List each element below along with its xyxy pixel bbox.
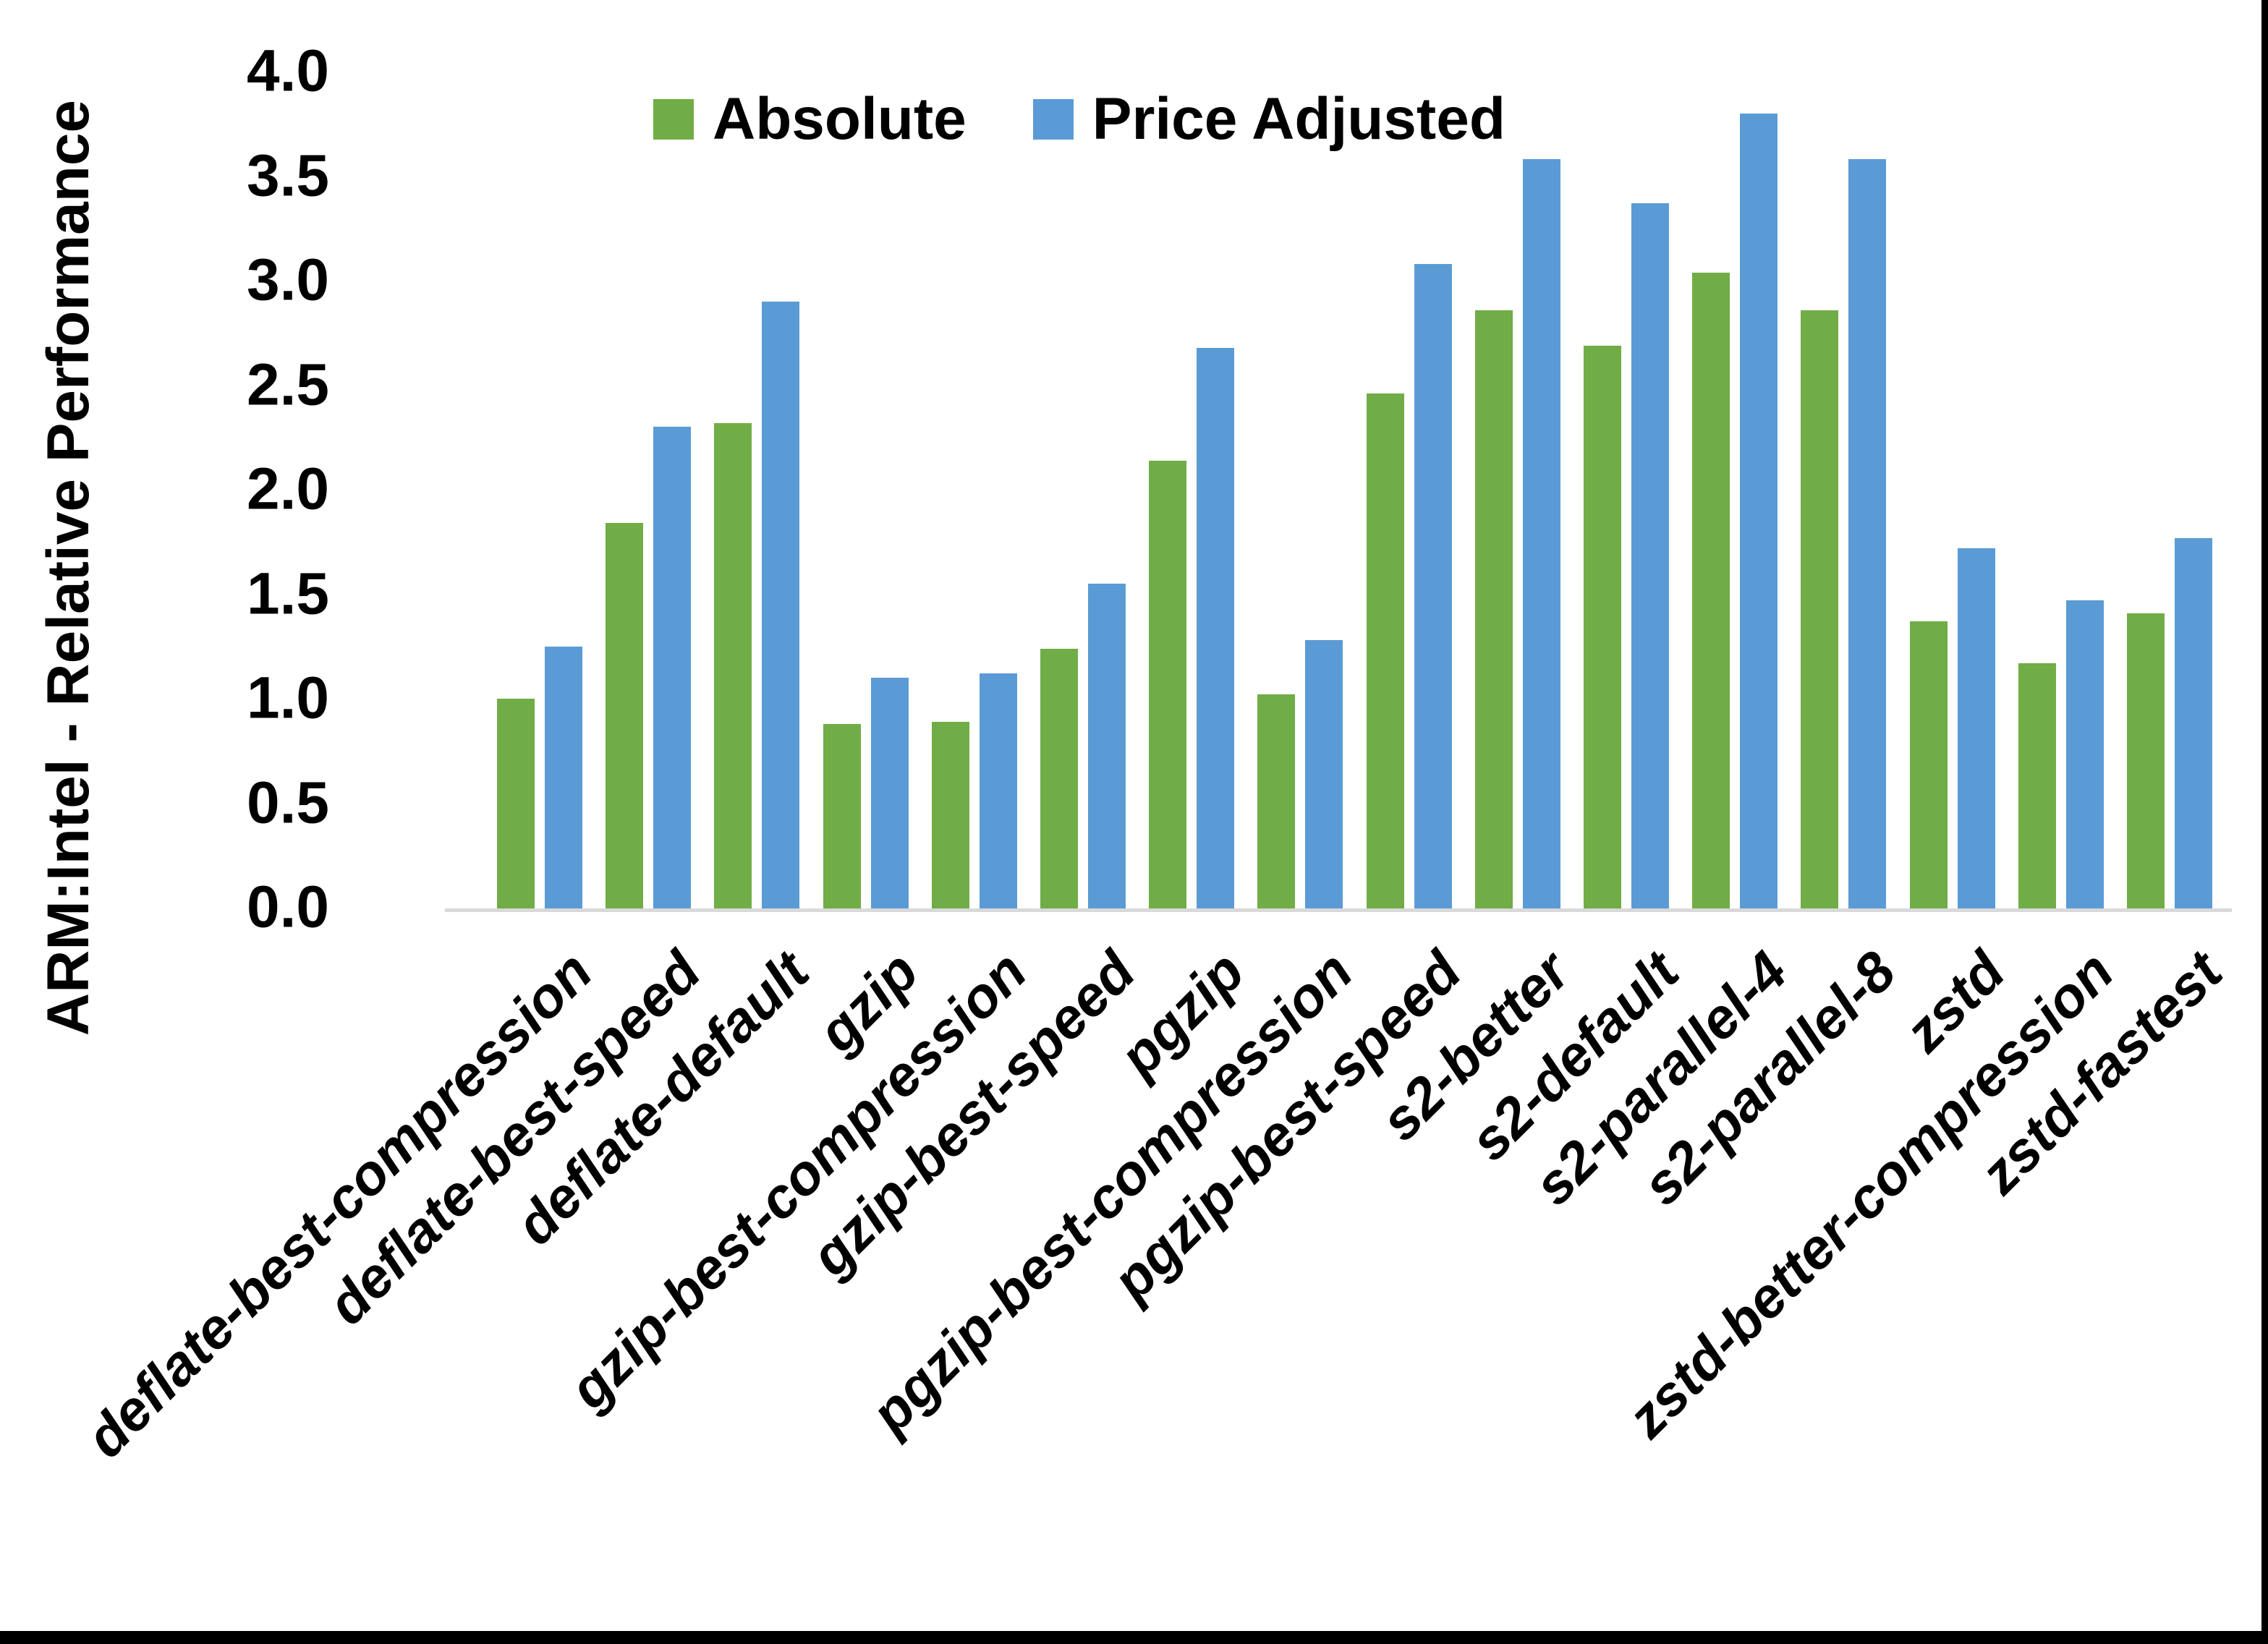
bar-absolute-pgzip-best-speed [1367,393,1404,910]
bar-price-adjusted-gzip-best-compression [980,673,1017,910]
bar-price-adjusted-zstd [1958,548,1995,910]
legend: Absolute Price Adjusted [653,85,1505,153]
bar-absolute-gzip-best-speed [1040,649,1078,910]
bar-price-adjusted-pgzip-best-speed [1414,264,1452,910]
y-tick-label-0.5: 0.5 [247,770,329,836]
bar-absolute-s2-default [1584,346,1621,910]
y-tick-label-1.0: 1.0 [247,665,329,731]
bar-absolute-deflate-default [714,423,752,910]
bar-price-adjusted-s2-parallel-4 [1740,114,1778,910]
bar-absolute-zstd [1910,621,1948,910]
bar-absolute-s2-parallel-4 [1692,273,1730,910]
legend-swatch-absolute [653,99,694,140]
y-tick-label-3.5: 3.5 [247,142,329,209]
bar-price-adjusted-s2-parallel-8 [1848,159,1886,910]
y-tick-label-0.0: 0.0 [247,874,329,940]
bar-absolute-zstd-better-compression [2018,663,2056,910]
bar-price-adjusted-deflate-best-speed [653,427,691,910]
bar-price-adjusted-s2-better [1523,159,1560,910]
y-tick-label-2.5: 2.5 [247,352,329,418]
bar-absolute-deflate-best-compression [497,699,535,910]
bar-price-adjusted-pgzip [1197,348,1234,910]
bar-absolute-zstd-fastest [2127,613,2165,910]
legend-item-price-adjusted: Price Adjusted [1032,85,1505,153]
y-tick-label-2.0: 2.0 [247,456,329,522]
legend-item-absolute: Absolute [653,85,967,153]
bar-price-adjusted-s2-default [1631,203,1669,910]
bar-absolute-gzip [823,724,861,910]
y-tick-label-3.0: 3.0 [247,247,329,313]
bar-price-adjusted-deflate-best-compression [545,647,582,910]
bar-absolute-s2-better [1475,310,1513,910]
x-axis-line [445,908,2232,912]
image-bottom-border [0,1631,2268,1644]
legend-label-price-adjusted: Price Adjusted [1092,86,1505,152]
bar-price-adjusted-zstd-better-compression [2066,600,2104,910]
legend-swatch-price-adjusted [1032,99,1074,140]
y-tick-label-4.0: 4.0 [247,38,329,104]
y-axis-title: ARM:Intel - Relative Performance [35,99,101,1036]
bar-price-adjusted-deflate-default [762,302,799,910]
bar-price-adjusted-pgzip-best-compression [1305,640,1343,910]
bar-absolute-s2-parallel-8 [1801,310,1838,910]
bar-price-adjusted-gzip [871,678,909,910]
bar-price-adjusted-gzip-best-speed [1088,584,1126,910]
image-right-border [2261,0,2268,1644]
bar-absolute-gzip-best-compression [932,722,969,910]
legend-label-absolute: Absolute [713,86,967,152]
bar-price-adjusted-zstd-fastest [2175,538,2212,910]
y-tick-label-1.5: 1.5 [247,561,329,627]
bar-absolute-pgzip-best-compression [1257,694,1295,910]
bar-absolute-deflate-best-speed [606,523,643,910]
bar-absolute-pgzip [1149,461,1186,910]
